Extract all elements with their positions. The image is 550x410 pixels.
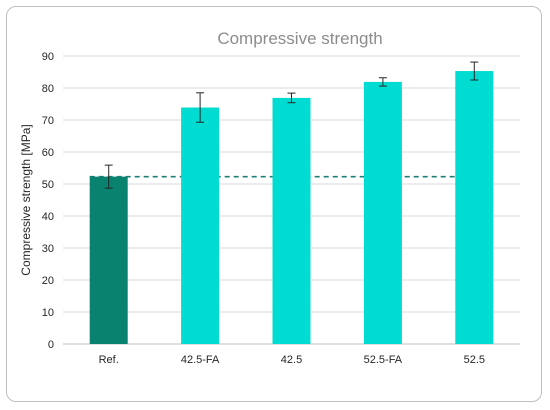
bar-52-5 — [455, 71, 494, 344]
y-tick-label: 20 — [42, 275, 54, 287]
y-tick-label: 70 — [42, 115, 54, 127]
bar-52-5-fa — [363, 81, 402, 345]
y-tick-label: 40 — [42, 211, 54, 223]
x-ticks-group: Ref. 42.5-FA 42.5 52.5-FA 52.5 — [99, 354, 485, 366]
error-bars-group — [104, 61, 479, 189]
y-tick-label: 10 — [42, 307, 54, 319]
bar-ref — [89, 176, 128, 344]
bar-42-5-fa — [181, 107, 220, 345]
y-tick-label: 60 — [42, 147, 54, 159]
y-tick-label: 50 — [42, 179, 54, 191]
x-tick-label: 52.5-FA — [364, 354, 403, 366]
x-tick-label: 42.5-FA — [181, 354, 220, 366]
y-axis-label: Compressive strength [MPa] — [19, 124, 33, 275]
bars-group — [89, 71, 494, 345]
gridlines — [63, 55, 520, 345]
y-tick-label: 0 — [48, 339, 54, 351]
x-tick-label: 52.5 — [464, 354, 485, 366]
chart-title: Compressive strength — [217, 29, 382, 48]
x-tick-label: 42.5 — [281, 354, 302, 366]
x-tick-label: Ref. — [99, 354, 119, 366]
y-ticks-group: 0 10 20 30 40 50 60 70 80 90 — [42, 51, 54, 351]
y-tick-label: 90 — [42, 51, 54, 63]
y-tick-label: 80 — [42, 83, 54, 95]
bar-42-5 — [272, 97, 311, 344]
y-tick-label: 30 — [42, 243, 54, 255]
